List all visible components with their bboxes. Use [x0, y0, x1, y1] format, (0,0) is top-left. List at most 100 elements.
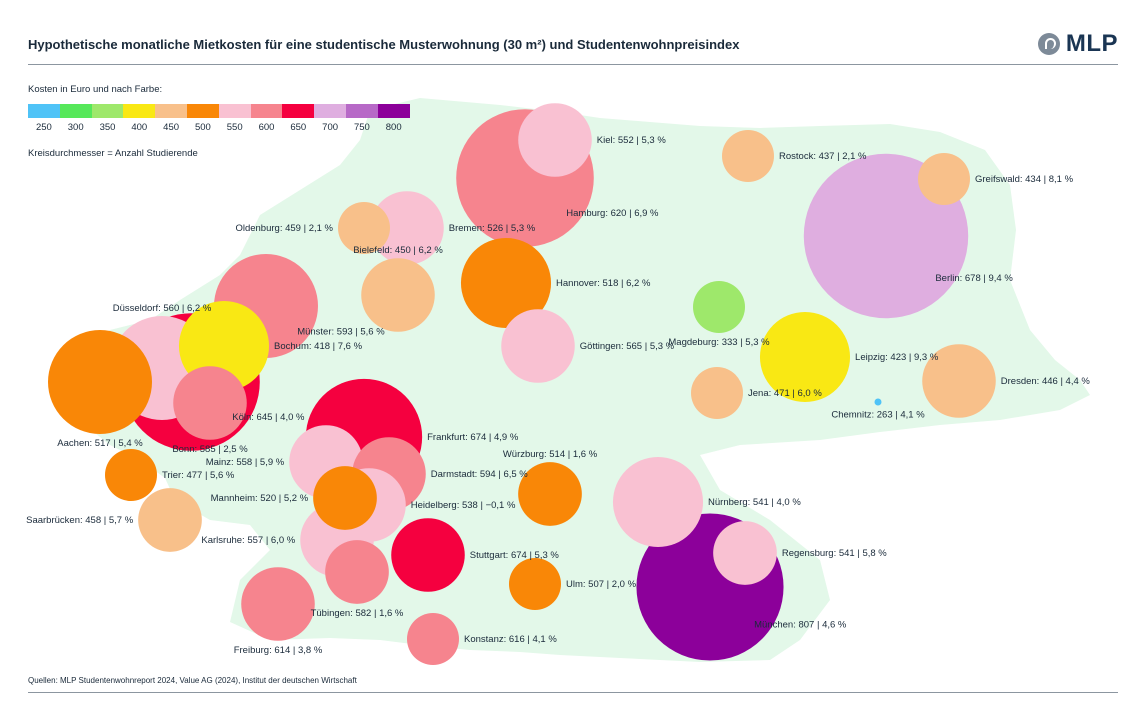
city-bubble-freiburg [241, 567, 315, 641]
city-label-düsseldorf: Düsseldorf: 560 | 6,2 % [113, 303, 212, 314]
city-label-münchen: München: 807 | 4,6 % [754, 619, 847, 630]
city-label-tübingen: Tübingen: 582 | 1,6 % [311, 608, 404, 619]
city-label-frankfurt: Frankfurt: 674 | 4,9 % [427, 432, 519, 443]
city-bubble-bielefeld [361, 258, 435, 332]
size-legend-note: Kreisdurchmesser = Anzahl Studierende [28, 148, 198, 159]
city-bubble-oldenburg [338, 202, 390, 254]
city-bubble-leipzig [759, 311, 851, 403]
city-label-jena: Jena: 471 | 6,0 % [748, 388, 822, 399]
scale-label-400: 400 [131, 122, 148, 133]
logo: MLP [1037, 30, 1118, 58]
city-label-greifswald: Greifswald: 434 | 8,1 % [975, 174, 1074, 185]
city-bubble-ulm [509, 558, 561, 610]
scale-swatch-350 [91, 104, 124, 118]
color-scale [28, 104, 410, 118]
source-note: Quellen: MLP Studentenwohnreport 2024, V… [28, 676, 357, 685]
city-bubble-tübingen [325, 540, 389, 604]
scale-swatch-250 [28, 104, 60, 118]
color-scale-labels: 250 300 350 400 450 500 550 600 650 700 750 800 [28, 122, 410, 136]
city-bubble-konstanz [407, 613, 459, 665]
city-bubble-greifswald [918, 153, 970, 205]
scale-swatch-400 [123, 104, 156, 118]
logo-text: MLP [1065, 30, 1118, 57]
city-label-chemnitz: Chemnitz: 263 | 4,1 % [831, 410, 925, 421]
city-label-berlin: Berlin: 678 | 9,4 % [935, 273, 1013, 284]
city-label-oldenburg: Oldenburg: 459 | 2,1 % [235, 223, 333, 234]
scale-swatch-600 [250, 104, 283, 118]
city-label-heidelberg: Heidelberg: 538 | −0,1 % [411, 500, 516, 511]
city-label-konstanz: Konstanz: 616 | 4,1 % [464, 634, 557, 645]
city-label-magdeburg: Magdeburg: 333 | 5,3 % [668, 337, 770, 348]
city-label-aachen: Aachen: 517 | 5,4 % [57, 438, 143, 449]
city-label-köln: Köln: 645 | 4,0 % [232, 412, 305, 423]
scale-label-700: 700 [322, 122, 339, 133]
scale-swatch-750 [345, 104, 378, 118]
city-bubble-würzburg [518, 462, 582, 526]
scale-label-350: 350 [99, 122, 116, 133]
city-label-hamburg: Hamburg: 620 | 6,9 % [566, 208, 659, 219]
city-label-bonn: Bonn: 585 | 2,5 % [172, 444, 248, 455]
scale-label-600: 600 [258, 122, 275, 133]
city-bubble-magdeburg [693, 281, 745, 333]
city-label-stuttgart: Stuttgart: 674 | 5,3 % [470, 550, 560, 561]
city-bubble-mannheim [313, 466, 377, 530]
city-label-karlsruhe: Karlsruhe: 557 | 6,0 % [201, 535, 295, 546]
scale-label-800: 800 [385, 122, 402, 133]
city-bubble-stuttgart [391, 518, 465, 592]
city-bubble-regensburg [713, 521, 777, 585]
city-label-rostock: Rostock: 437 | 2,1 % [779, 151, 867, 162]
city-label-würzburg: Würzburg: 514 | 1,6 % [503, 449, 598, 460]
scale-label-550: 550 [226, 122, 243, 133]
scale-swatch-500 [186, 104, 219, 118]
scale-swatch-700 [314, 104, 346, 118]
chart-title: Hypothetische monatliche Mietkosten für … [28, 37, 740, 52]
city-label-kiel: Kiel: 552 | 5,3 % [597, 135, 667, 146]
city-label-münster: Münster: 593 | 5,6 % [297, 327, 385, 338]
scale-label-750: 750 [353, 122, 370, 133]
scale-label-500: 500 [194, 122, 211, 133]
mlp-logo-icon [1037, 33, 1060, 55]
city-bubble-aachen [48, 330, 152, 434]
city-bubble-dresden [922, 344, 996, 418]
city-bubble-trier [105, 449, 157, 501]
city-bubble-göttingen [501, 309, 575, 383]
city-label-saarbrücken: Saarbrücken: 458 | 5,7 % [26, 515, 134, 526]
city-bubble-hannover [460, 237, 552, 329]
city-label-leipzig: Leipzig: 423 | 9,3 % [855, 352, 939, 363]
city-label-hannover: Hannover: 518 | 6,2 % [556, 278, 651, 289]
city-label-trier: Trier: 477 | 5,6 % [162, 470, 235, 481]
scale-label-300: 300 [67, 122, 84, 133]
city-label-ulm: Ulm: 507 | 2,0 % [566, 579, 637, 590]
city-label-regensburg: Regensburg: 541 | 5,8 % [782, 548, 887, 559]
city-bubble-chemnitz [874, 398, 882, 406]
scale-label-250: 250 [35, 122, 52, 133]
city-label-mannheim: Mannheim: 520 | 5,2 % [211, 493, 309, 504]
scale-label-650: 650 [290, 122, 307, 133]
city-bubble-jena [691, 367, 743, 419]
city-label-dresden: Dresden: 446 | 4,4 % [1001, 376, 1091, 387]
city-label-göttingen: Göttingen: 565 | 5,3 % [580, 341, 675, 352]
city-label-bremen: Bremen: 526 | 5,3 % [449, 223, 536, 234]
city-bubble-nürnberg [612, 456, 704, 548]
scale-swatch-550 [218, 104, 251, 118]
city-label-bielefeld: Bielefeld: 450 | 6,2 % [353, 245, 443, 256]
scale-swatch-800 [377, 104, 410, 118]
city-label-mainz: Mainz: 558 | 5,9 % [206, 457, 285, 468]
city-bubble-bremen [370, 191, 444, 265]
city-label-freiburg: Freiburg: 614 | 3,8 % [234, 645, 323, 656]
city-label-darmstadt: Darmstadt: 594 | 6,5 % [431, 469, 529, 480]
city-label-bochum: Bochum: 418 | 7,6 % [274, 341, 363, 352]
city-bubble-saarbrücken [138, 488, 202, 552]
city-bubble-bonn [173, 366, 247, 440]
scale-swatch-650 [282, 104, 315, 118]
legend-title: Kosten in Euro und nach Farbe: [28, 84, 163, 95]
city-label-nürnberg: Nürnberg: 541 | 4,0 % [708, 497, 801, 508]
city-bubble-kiel [518, 103, 592, 177]
scale-swatch-450 [155, 104, 187, 118]
scale-label-450: 450 [163, 122, 180, 133]
city-bubble-rostock [722, 130, 774, 182]
header-divider [28, 64, 1118, 65]
footer-divider [28, 692, 1118, 693]
scale-swatch-300 [59, 104, 92, 118]
